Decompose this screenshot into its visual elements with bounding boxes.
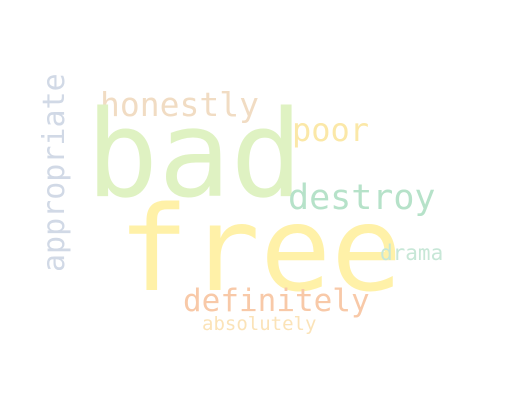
word-poor: poor — [292, 111, 370, 149]
word-appropriate: appropriate — [37, 73, 72, 272]
word-absolutely: absolutely — [202, 313, 317, 335]
word-free: free — [118, 180, 403, 318]
word-bad: bad — [86, 86, 303, 225]
word-definitely: definitely — [183, 283, 370, 319]
word-honestly: honestly — [100, 85, 259, 124]
word-destroy: destroy — [288, 178, 436, 218]
word-drama: drama — [380, 241, 444, 265]
